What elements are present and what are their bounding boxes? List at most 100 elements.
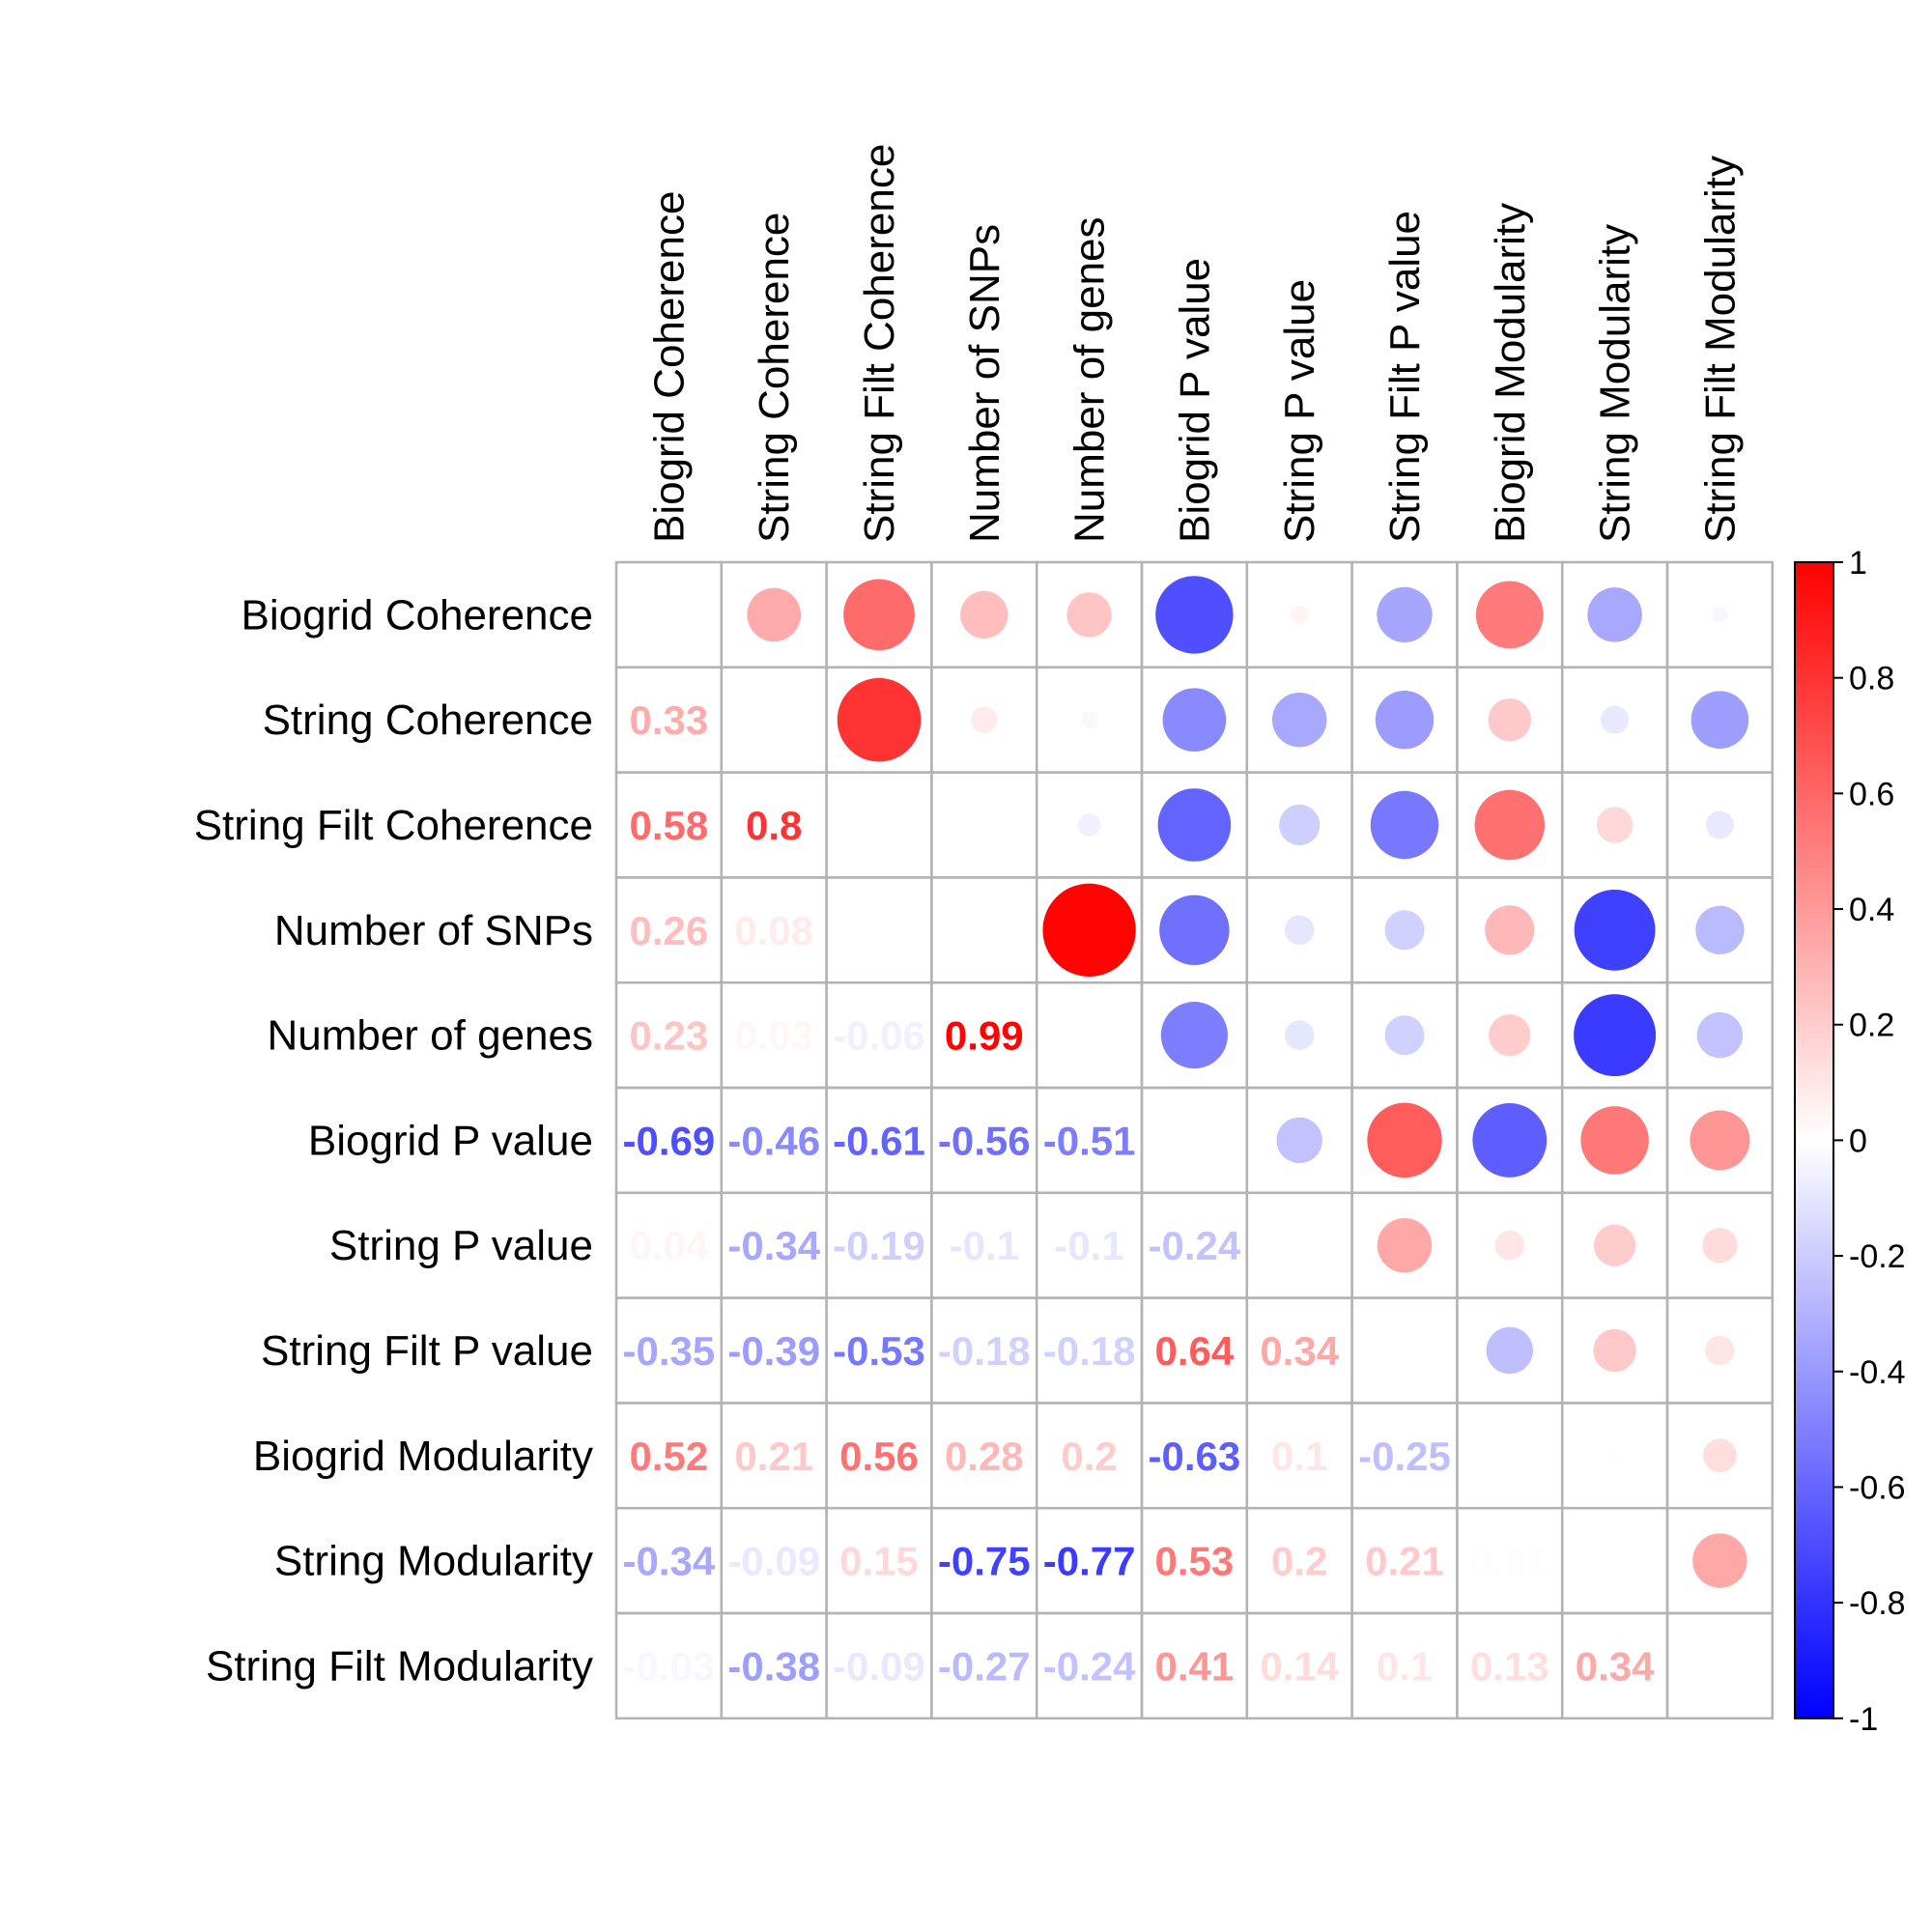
correlation-circle: [1580, 1106, 1649, 1175]
correlation-value: 0: [867, 908, 890, 953]
correlation-value: -0.1: [950, 1223, 1019, 1268]
correlation-value: 0.1: [1271, 1434, 1327, 1479]
legend-tick-label: 0: [1849, 1122, 1867, 1159]
correlation-circle: [1157, 788, 1232, 862]
correlation-value: 0.15: [839, 1539, 919, 1584]
correlation-value: 0.99: [945, 1013, 1024, 1059]
grid-cell: [614, 560, 724, 669]
correlation-circle: [1077, 813, 1101, 837]
legend-tick-label: 0.4: [1849, 892, 1894, 928]
correlation-circle: [1705, 810, 1734, 839]
correlation-value: 0.21: [1365, 1539, 1444, 1584]
correlation-circle: [1284, 915, 1315, 946]
correlation-circle: [1574, 889, 1656, 971]
row-label: Biogrid Modularity: [253, 1433, 593, 1480]
correlation-value: 0.21: [734, 1434, 813, 1479]
correlation-value: -0.69: [623, 1118, 716, 1163]
correlation-circle: [1494, 1230, 1525, 1261]
column-label: Biogrid P value: [1171, 258, 1218, 543]
correlation-value: -0.51: [1043, 1118, 1136, 1163]
correlation-circle: [1601, 705, 1630, 734]
grid-cell: [1350, 1296, 1459, 1405]
correlation-circle: [1475, 581, 1544, 649]
correlation-value: -0.24: [1149, 1223, 1241, 1268]
correlation-circle: [1593, 1224, 1636, 1266]
correlation-value: 0.8: [746, 803, 802, 848]
correlation-value: 0.23: [630, 1013, 709, 1059]
column-label: String Filt P value: [1381, 211, 1429, 543]
correlation-circle: [1370, 790, 1439, 860]
correlation-value: 0.64: [1155, 1328, 1235, 1374]
row-label: String Coherence: [263, 696, 593, 744]
correlation-value: -0.34: [727, 1223, 820, 1268]
correlation-value: 0.08: [734, 908, 813, 953]
legend-tick-label: 0.6: [1849, 776, 1894, 812]
correlation-value: 0.34: [1576, 1643, 1655, 1689]
legend-tick-label: -1: [1849, 1701, 1878, 1738]
correlation-value: -0.75: [938, 1539, 1031, 1584]
correlation-value: 0.14: [1260, 1643, 1339, 1689]
correlation-value: -0.34: [623, 1539, 716, 1584]
row-label: String Filt Modularity: [206, 1642, 593, 1690]
correlation-circle: [1488, 698, 1531, 742]
correlation-value: 0.2: [1271, 1539, 1327, 1584]
column-label: String Filt Modularity: [1696, 156, 1744, 543]
matrix-cells: 0.33 0.58 0.8 0.26 0.08 0 0.23 0.03 -0.06 0.99 -0.…: [623, 576, 1750, 1689]
correlation-value: 0.13: [1470, 1643, 1549, 1689]
row-label: Number of SNPs: [274, 907, 593, 954]
legend-tick-label: -0.6: [1849, 1469, 1906, 1506]
grid-cell: [930, 876, 1038, 984]
correlation-circle: [1489, 1013, 1531, 1057]
correlation-circle: [1290, 605, 1309, 625]
correlation-circle: [1486, 1326, 1534, 1375]
grid: [614, 560, 1775, 1720]
legend-tick-label: -0.2: [1849, 1238, 1906, 1275]
correlation-value: -0.24: [1043, 1643, 1136, 1689]
correlation-value: -0.56: [938, 1118, 1031, 1163]
color-legend-ticks: 1 0.8 0.6 0.4 0.2 0 -0.2 -0.4 -0.6 -0.8 -1: [1833, 545, 1906, 1738]
correlation-circle: [1042, 883, 1136, 977]
correlation-circle: [1702, 1228, 1738, 1264]
grid-cell: [1456, 1402, 1564, 1510]
column-label: Number of genes: [1066, 216, 1114, 543]
grid-cell: [1665, 1611, 1775, 1720]
row-label: Biogrid Coherence: [242, 591, 593, 639]
legend-tick-label: 0.8: [1849, 661, 1894, 697]
correlation-circle: [1587, 587, 1642, 642]
row-label: String Modularity: [274, 1538, 593, 1585]
correlation-circle: [1690, 691, 1749, 750]
correlation-circle: [1574, 994, 1657, 1077]
correlation-value: -0.03: [623, 1643, 716, 1689]
correlation-value: 0.56: [839, 1434, 919, 1479]
grid-cell: [1035, 980, 1144, 1090]
column-label: String Filt Coherence: [856, 144, 903, 543]
correlation-value: 0.26: [630, 908, 709, 953]
correlation-value: -0.61: [833, 1118, 925, 1163]
correlation-circle: [1474, 789, 1546, 861]
correlation-value: 0.53: [1155, 1539, 1235, 1584]
correlation-value: 0.41: [1155, 1643, 1235, 1689]
correlation-circle: [1284, 1020, 1315, 1050]
correlation-value: -0.18: [938, 1328, 1031, 1374]
correlation-circle: [1271, 692, 1327, 748]
correlation-circle: [1162, 688, 1227, 753]
correlation-circle: [1159, 895, 1230, 966]
correlation-circle: [971, 706, 998, 733]
correlation-value: 0.2: [1061, 1434, 1117, 1479]
column-label: Biogrid Modularity: [1487, 203, 1534, 543]
correlation-circle: [1066, 592, 1112, 638]
correlation-value: 0.33: [630, 697, 709, 743]
row-label: Number of genes: [267, 1012, 593, 1060]
correlation-value: -0.09: [727, 1539, 820, 1584]
correlation-circle: [1593, 1328, 1636, 1373]
correlation-value: 0.1: [1377, 1643, 1433, 1689]
correlation-value: 0.58: [630, 803, 709, 848]
column-label: Biogrid Coherence: [645, 191, 693, 543]
legend-tick-label: -0.4: [1849, 1354, 1906, 1391]
correlation-circle: [1609, 1450, 1620, 1461]
correlation-circle: [1472, 1102, 1548, 1178]
correlation-value: 0.34: [1260, 1328, 1339, 1374]
row-label: String P value: [329, 1222, 593, 1269]
correlation-circle: [1375, 690, 1435, 750]
